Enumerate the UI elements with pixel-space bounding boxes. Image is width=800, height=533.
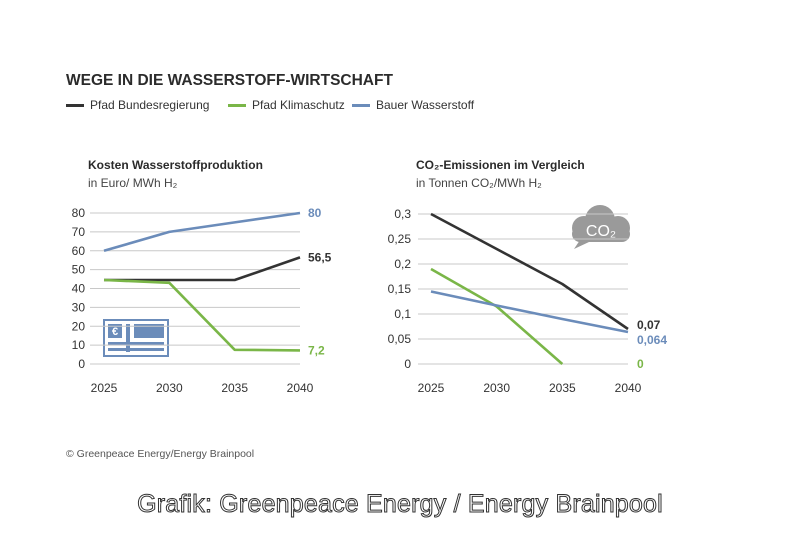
chart2-x-tick-label: 2025 xyxy=(418,381,445,395)
legend-label: Bauer Wasserstoff xyxy=(376,98,475,112)
euro-banknote-icon: € xyxy=(103,319,169,357)
svg-text:€: € xyxy=(112,326,118,338)
chart1-y-tick-label: 60 xyxy=(72,244,86,258)
page-title: WEGE IN DIE WASSERSTOFF-WIRTSCHAFT xyxy=(66,72,393,89)
chart1-x-tick-label: 2035 xyxy=(221,381,248,395)
chart2-title: CO₂-Emissionen im Vergleich xyxy=(416,158,585,172)
chart1-x-tick-label: 2030 xyxy=(156,381,183,395)
legend-item-bundesregierung: Pfad Bundesregierung xyxy=(66,97,209,113)
chart1-x-tick-label: 2040 xyxy=(287,381,314,395)
chart2-x-tick-label: 2030 xyxy=(483,381,510,395)
chart2-y-tick-label: 0,05 xyxy=(388,332,412,346)
co2-cloud-icon: CO₂ xyxy=(572,205,630,249)
chart2-end-label-pfad-bundesregierung: 0,07 xyxy=(637,318,661,332)
chart1-y-tick-label: 20 xyxy=(72,319,86,333)
chart2-y-tick-label: 0,1 xyxy=(394,307,411,321)
legend-label: Pfad Klimaschutz xyxy=(252,98,345,112)
chart1-series-bauer-wasserstoff xyxy=(103,211,301,253)
legend-swatch xyxy=(352,103,370,107)
chart2-series-pfad-bundesregierung xyxy=(430,212,629,331)
chart2-y-tick-label: 0,25 xyxy=(388,232,412,246)
chart2-end-label-bauer-wasserstoff: 0,064 xyxy=(637,333,667,347)
chart2-subtitle: in Tonnen CO₂/MWh H₂ xyxy=(416,176,542,190)
chart1-end-label-pfad-bundesregierung: 56,5 xyxy=(308,250,332,264)
chart1-series-pfad-klimaschutz xyxy=(103,278,301,352)
chart1-series-pfad-bundesregierung xyxy=(104,256,301,282)
chart1-end-label-pfad-klimaschutz: 7,2 xyxy=(308,343,325,357)
legend-item-bauer: Bauer Wasserstoff xyxy=(352,97,474,113)
chart1-y-tick-label: 30 xyxy=(72,300,86,314)
chart2-series-pfad-klimaschutz xyxy=(430,267,564,365)
chart1-end-label-bauer-wasserstoff: 80 xyxy=(308,206,322,220)
chart2-series-bauer-wasserstoff xyxy=(430,290,629,334)
legend-label: Pfad Bundesregierung xyxy=(90,98,210,112)
chart1-y-tick-label: 10 xyxy=(72,338,86,352)
chart2-y-tick-label: 0,3 xyxy=(394,207,411,221)
chart1-y-tick-label: 50 xyxy=(72,263,86,277)
chart1-y-tick-label: 80 xyxy=(72,206,86,220)
chart1-y-tick-label: 70 xyxy=(72,225,86,239)
chart2-y-tick-label: 0,15 xyxy=(388,282,412,296)
chart1-y-tick-label: 40 xyxy=(72,282,86,296)
chart2-y-tick-label: 0,2 xyxy=(394,257,411,271)
chart1-y-tick-label: 0 xyxy=(78,357,85,371)
co2-cloud-label: CO₂ xyxy=(586,223,616,240)
chart1-subtitle: in Euro/ MWh H₂ xyxy=(88,176,178,190)
footer-caption: Grafik: Greenpeace Energy / Energy Brain… xyxy=(137,490,664,519)
chart2-x-tick-label: 2035 xyxy=(549,381,576,395)
chart2-y-tick-label: 0 xyxy=(404,357,411,371)
chart2-end-label-pfad-klimaschutz: 0 xyxy=(637,357,644,371)
legend-item-klimaschutz: Pfad Klimaschutz xyxy=(228,97,345,113)
chart2-x-tick-label: 2040 xyxy=(615,381,642,395)
legend-swatch xyxy=(66,103,84,107)
source-credit: © Greenpeace Energy/Energy Brainpool xyxy=(66,448,255,460)
chart1-x-tick-label: 2025 xyxy=(91,381,118,395)
legend-swatch xyxy=(228,103,246,107)
chart1-title: Kosten Wasserstoffproduktion xyxy=(88,158,263,172)
